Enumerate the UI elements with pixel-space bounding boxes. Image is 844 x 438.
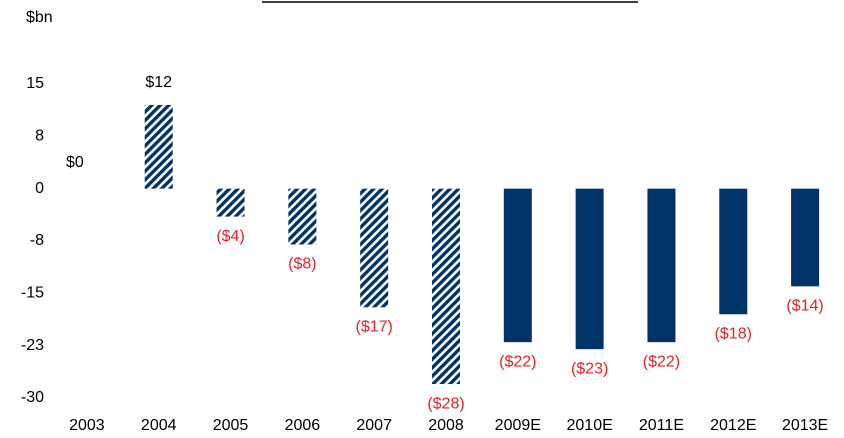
bar	[647, 188, 676, 343]
y-tick-label: -23	[21, 337, 44, 354]
bar	[216, 188, 245, 217]
value-label: ($28)	[427, 395, 464, 412]
value-label: $0	[66, 154, 84, 171]
value-label: ($4)	[216, 228, 244, 245]
x-tick-label: 2011E	[639, 417, 684, 434]
bar	[503, 188, 532, 343]
bar	[360, 188, 389, 308]
y-tick-label: -8	[30, 232, 44, 249]
y-axis-label: $bn	[26, 9, 53, 26]
value-label: $12	[145, 74, 172, 91]
y-tick-label: 0	[35, 180, 44, 197]
x-tick-label: 2003	[69, 417, 105, 434]
bar	[288, 188, 317, 245]
x-tick-label: 2006	[285, 417, 321, 434]
y-tick-label: -15	[21, 285, 44, 302]
value-label: ($14)	[786, 298, 823, 315]
value-label: ($22)	[643, 353, 680, 370]
value-label: ($18)	[715, 325, 752, 342]
y-tick-label: 8	[35, 128, 44, 145]
x-tick-label: 2012E	[710, 417, 756, 434]
value-label: ($8)	[288, 256, 316, 273]
bar	[719, 188, 748, 315]
x-tick-label: 2008	[428, 417, 464, 434]
value-label: ($22)	[499, 353, 536, 370]
x-tick-label: 2004	[141, 417, 177, 434]
bar	[575, 188, 604, 350]
x-tick-label: 2005	[213, 417, 249, 434]
value-label: ($23)	[571, 360, 608, 377]
bar	[144, 104, 173, 189]
x-tick-label: 2010E	[567, 417, 613, 434]
bar	[791, 188, 820, 287]
y-tick-label: -30	[21, 389, 44, 406]
bar	[432, 188, 460, 385]
x-tick-label: 2009E	[495, 417, 541, 434]
y-tick-label: 15	[26, 75, 44, 92]
value-label: ($17)	[356, 319, 393, 336]
x-tick-label: 2013E	[782, 417, 828, 434]
x-tick-label: 2007	[356, 417, 392, 434]
